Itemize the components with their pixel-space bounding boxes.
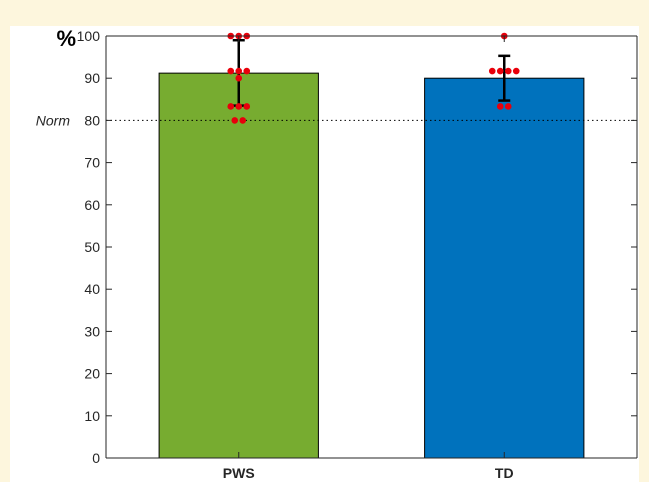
reference-line-label: Norm [36, 112, 71, 128]
x-tick-label: TD [495, 465, 514, 481]
data-point-pws [243, 67, 251, 75]
y-tick-label: 10 [84, 408, 100, 424]
y-tick-label: 50 [84, 239, 100, 255]
y-tick-label: 30 [84, 323, 100, 339]
bar-td [424, 77, 585, 459]
data-point-pws [227, 67, 235, 75]
bar-chart: Norm 0 10 20 30 40 50 60 70 80 90 100 PWS TD% [36, 26, 638, 481]
data-point-td [488, 67, 496, 75]
data-point-td [496, 67, 504, 75]
y-tick-label: 80 [84, 112, 100, 128]
y-tick-label: 0 [92, 450, 100, 466]
data-point-pws [227, 103, 235, 110]
y-tick-label: 60 [84, 197, 100, 213]
data-point-pws [235, 103, 243, 110]
y-tick-label: 20 [84, 366, 100, 382]
data-point-pws [235, 74, 243, 82]
y-tick-label: 70 [84, 155, 100, 171]
data-point-td [496, 103, 504, 110]
y-tick-label: 40 [84, 281, 100, 297]
data-point-pws [235, 67, 243, 75]
bar-pws [158, 72, 319, 459]
x-tick-label: PWS [223, 465, 255, 481]
y-axis-label: % [56, 26, 76, 51]
data-point-pws [231, 117, 239, 124]
y-tick-label: 100 [77, 28, 101, 44]
data-point-pws [239, 117, 247, 124]
error-bar-td [498, 54, 511, 102]
data-point-td [512, 67, 520, 75]
chart-figure: Norm 0 10 20 30 40 50 60 70 80 90 100 PWS TD% [10, 26, 639, 482]
data-point-td [504, 67, 512, 75]
y-tick-label: 90 [84, 70, 100, 86]
data-point-td [504, 103, 512, 110]
data-point-pws [243, 103, 251, 110]
